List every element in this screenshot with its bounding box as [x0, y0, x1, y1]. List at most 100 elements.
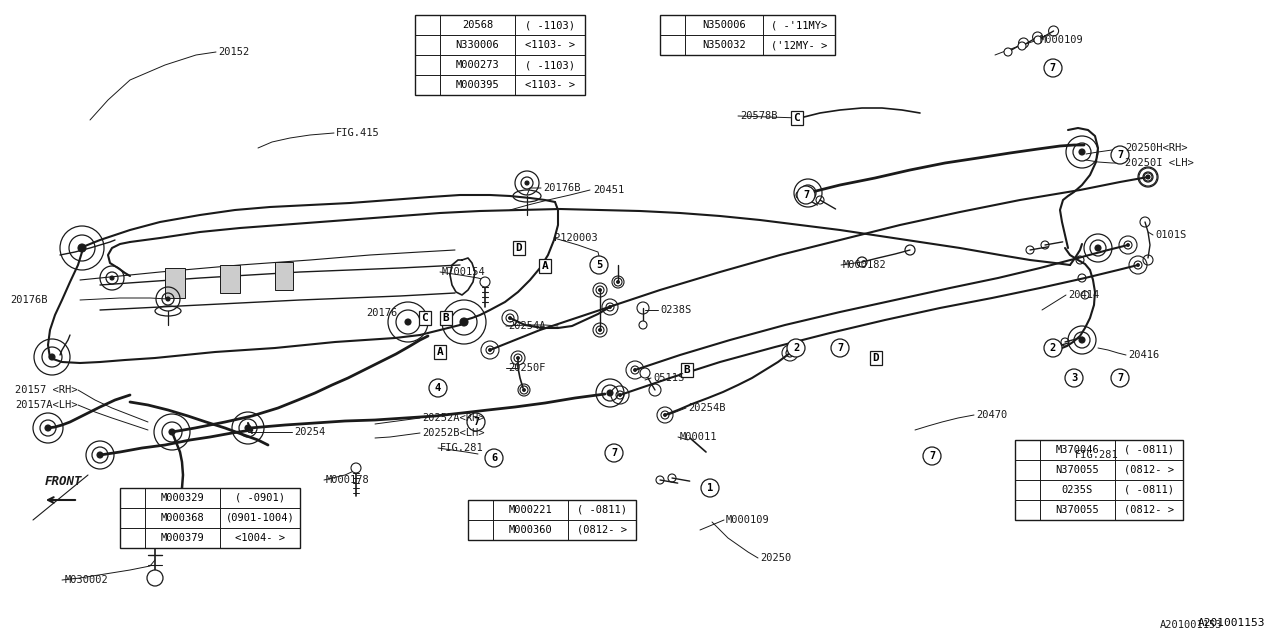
Circle shape: [607, 390, 613, 396]
Text: 20254B: 20254B: [689, 403, 726, 413]
Circle shape: [1094, 245, 1101, 251]
Circle shape: [472, 502, 489, 518]
Text: B: B: [443, 313, 449, 323]
Circle shape: [110, 276, 114, 280]
Text: 20157 <RH>: 20157 <RH>: [15, 385, 78, 395]
Text: M000109: M000109: [1039, 35, 1084, 45]
Text: 20470: 20470: [977, 410, 1007, 420]
Text: 20157A<LH>: 20157A<LH>: [15, 400, 78, 410]
Circle shape: [831, 339, 849, 357]
Text: 20451: 20451: [593, 185, 625, 195]
Bar: [220, 265, 241, 293]
Text: M000395: M000395: [456, 80, 499, 90]
Circle shape: [49, 354, 55, 360]
Text: ( -0811): ( -0811): [577, 505, 627, 515]
Text: 3: 3: [1071, 373, 1078, 383]
Text: M700154: M700154: [442, 267, 485, 277]
Circle shape: [1079, 149, 1085, 155]
Text: 6: 6: [425, 80, 430, 90]
Text: 20252A<RH>: 20252A<RH>: [422, 413, 485, 423]
Circle shape: [797, 186, 815, 204]
Text: 20250F: 20250F: [508, 363, 545, 373]
Circle shape: [97, 452, 102, 458]
Text: N330006: N330006: [456, 40, 499, 50]
Text: M000109: M000109: [726, 515, 769, 525]
Circle shape: [508, 317, 512, 319]
Circle shape: [78, 244, 86, 252]
Text: 0238S: 0238S: [660, 305, 691, 315]
Text: N370055: N370055: [1056, 465, 1100, 475]
Text: M030002: M030002: [65, 575, 109, 585]
Circle shape: [1126, 243, 1129, 246]
Circle shape: [805, 190, 812, 196]
Text: D: D: [516, 243, 522, 253]
Text: <1004- >: <1004- >: [236, 533, 285, 543]
Text: ( -0811): ( -0811): [1124, 485, 1174, 495]
Circle shape: [787, 339, 805, 357]
Text: 20250I <LH>: 20250I <LH>: [1125, 158, 1194, 168]
Circle shape: [1044, 59, 1062, 77]
Circle shape: [923, 447, 941, 465]
Circle shape: [1147, 175, 1149, 179]
Text: 1: 1: [477, 505, 484, 515]
Circle shape: [1018, 42, 1027, 50]
Circle shape: [1079, 337, 1085, 343]
Text: FRONT: FRONT: [45, 475, 82, 488]
Text: ( -'11MY>: ( -'11MY>: [771, 20, 827, 30]
Text: (0812- >: (0812- >: [577, 525, 627, 535]
Text: 20254: 20254: [294, 427, 325, 437]
Circle shape: [124, 510, 141, 526]
Text: 6: 6: [425, 60, 430, 70]
Text: A201001153: A201001153: [1198, 618, 1265, 628]
Circle shape: [788, 351, 791, 355]
Circle shape: [1019, 502, 1036, 518]
Text: 5: 5: [425, 20, 430, 30]
Circle shape: [701, 479, 719, 497]
Text: 7: 7: [1117, 150, 1123, 160]
Bar: [1015, 440, 1183, 520]
Text: 4: 4: [129, 513, 136, 523]
Text: B: B: [684, 365, 690, 375]
Text: 20176B: 20176B: [10, 295, 47, 305]
Text: 2: 2: [792, 343, 799, 353]
Text: C: C: [421, 313, 429, 323]
Bar: [468, 500, 636, 540]
Text: 20414: 20414: [1068, 290, 1100, 300]
Text: 20568: 20568: [462, 20, 493, 30]
Circle shape: [599, 289, 602, 291]
Text: 5: 5: [596, 260, 602, 270]
Text: <1103- >: <1103- >: [525, 40, 575, 50]
Circle shape: [420, 57, 435, 73]
Circle shape: [472, 522, 489, 538]
Text: 7: 7: [929, 451, 936, 461]
Text: (0812- >: (0812- >: [1124, 465, 1174, 475]
Text: ( -1103): ( -1103): [525, 20, 575, 30]
Bar: [415, 15, 585, 95]
Text: 20176B: 20176B: [543, 183, 581, 193]
Circle shape: [485, 449, 503, 467]
Circle shape: [420, 37, 435, 53]
Text: 20578B: 20578B: [740, 111, 777, 121]
Bar: [275, 262, 293, 290]
Text: 7: 7: [611, 448, 617, 458]
Circle shape: [45, 425, 51, 431]
Circle shape: [522, 388, 526, 392]
Circle shape: [351, 463, 361, 473]
Text: P120003: P120003: [554, 233, 598, 243]
Text: M000273: M000273: [456, 60, 499, 70]
Text: A: A: [541, 261, 548, 271]
Text: FIG.415: FIG.415: [335, 128, 380, 138]
Circle shape: [525, 181, 529, 185]
Circle shape: [429, 379, 447, 397]
Circle shape: [634, 369, 636, 371]
Text: M000379: M000379: [160, 533, 205, 543]
Circle shape: [420, 17, 435, 33]
Circle shape: [663, 413, 667, 417]
Circle shape: [1004, 48, 1012, 56]
Text: 0511S: 0511S: [653, 373, 685, 383]
Circle shape: [467, 413, 485, 431]
Text: 20254A: 20254A: [508, 321, 545, 331]
Text: 20176: 20176: [366, 308, 397, 318]
Text: M000221: M000221: [508, 505, 553, 515]
Bar: [165, 268, 186, 298]
